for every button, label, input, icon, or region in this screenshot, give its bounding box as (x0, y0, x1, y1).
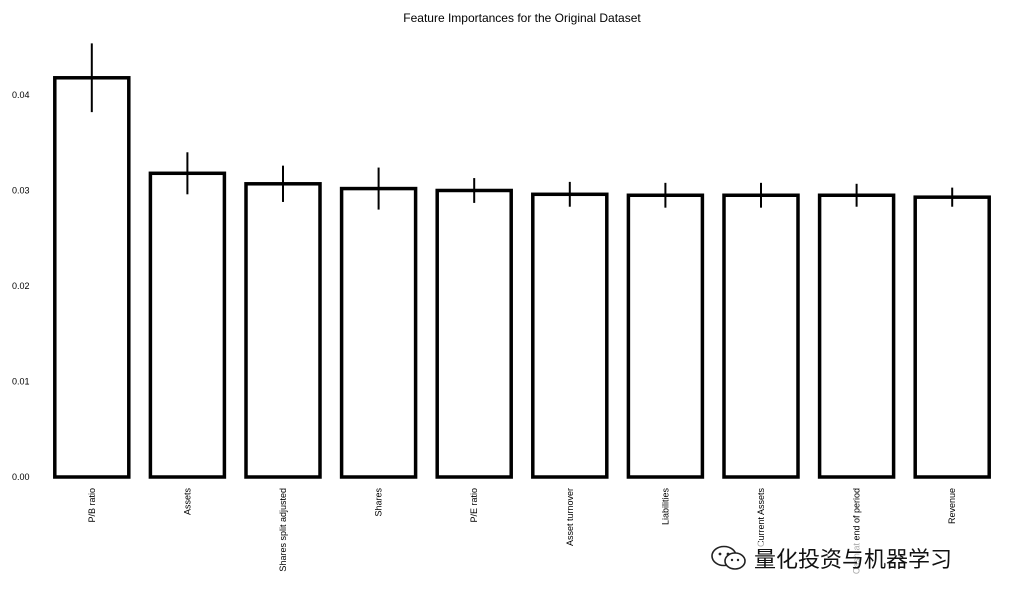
bars (53, 76, 991, 479)
bar (817, 193, 896, 479)
error-bars (90, 43, 954, 210)
y-tick-label: 0.01 (12, 376, 30, 386)
bar (435, 188, 513, 479)
y-tick-label: 0.00 (12, 472, 30, 482)
bar (339, 186, 418, 479)
x-axis: P/B ratio Assets Shares split adjusted Shar… (87, 488, 957, 575)
x-tick-label: Liabilities (660, 488, 670, 526)
y-tick-label: 0.02 (12, 281, 30, 291)
wechat-icon (711, 545, 746, 570)
bar (148, 171, 227, 479)
x-tick-label: Shares split adjusted (278, 488, 288, 572)
x-tick-label: Shares (374, 488, 384, 517)
x-tick-label: P/B ratio (87, 488, 97, 523)
x-tick-label: Current Assets (756, 488, 766, 548)
x-tick-label: Revenue (947, 488, 957, 524)
y-axis: 0.00 0.01 0.02 0.03 0.04 (12, 90, 30, 482)
y-tick-label: 0.04 (12, 90, 30, 100)
chart-title: Feature Importances for the Original Dat… (403, 11, 641, 25)
x-tick-label: Asset turnover (565, 488, 575, 546)
watermark-text: 量化投资与机器学习 (754, 548, 953, 573)
x-tick-label: P/E ratio (469, 488, 479, 523)
x-tick-label: Assets (182, 488, 192, 516)
bar (53, 76, 131, 479)
bar (244, 182, 322, 479)
y-tick-label: 0.03 (12, 185, 30, 195)
bar (722, 193, 800, 479)
bar (626, 193, 705, 479)
x-tick-label: Cash at end of period (852, 488, 862, 574)
bar (913, 195, 991, 479)
bar (531, 192, 609, 479)
watermark: 量化投资与机器学习 (708, 542, 955, 574)
